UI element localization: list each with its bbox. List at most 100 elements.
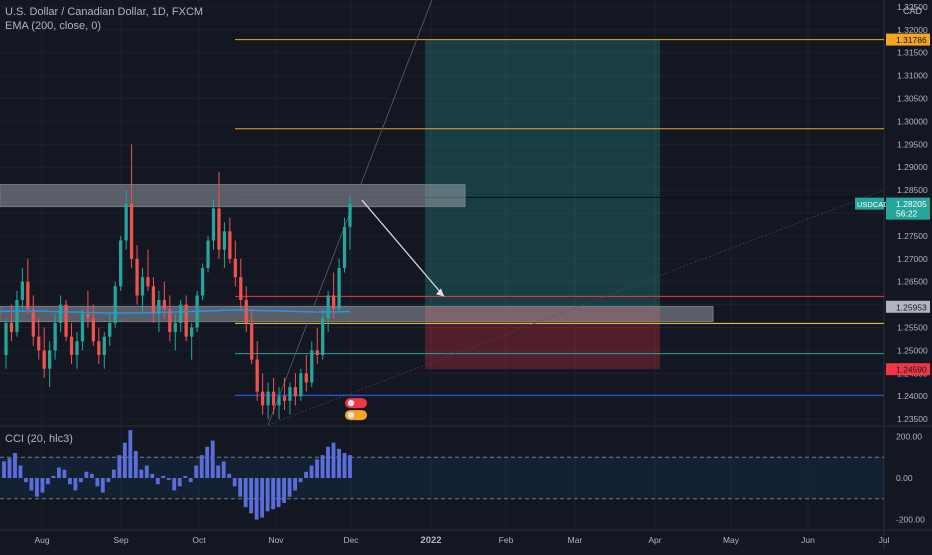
current-price-text: 1.28205	[896, 199, 927, 209]
cci-band-fill	[0, 457, 884, 499]
candle-body	[20, 281, 25, 301]
time-tick-label: Apr	[648, 535, 661, 545]
candle-body	[211, 208, 216, 241]
candle-body	[200, 267, 205, 296]
price-label-box	[886, 33, 930, 46]
price-tick-label: 1.25000	[897, 345, 928, 355]
candle-body	[69, 336, 74, 355]
arrow-head-icon	[436, 288, 444, 297]
candle-body	[304, 373, 308, 383]
event-flag-dot	[347, 399, 355, 407]
price-label-text: 1.25953	[896, 302, 927, 312]
candle-body	[331, 295, 336, 310]
candle-body	[184, 304, 188, 337]
symbol-tag	[855, 197, 884, 210]
candle-body	[42, 350, 46, 369]
axes-layer: 1.32500 1.32000 1.31500 1.31000 1.30500 1.300…	[34, 2, 930, 546]
candle-body	[31, 309, 35, 337]
candle-body	[86, 313, 90, 319]
cci-tick-label: 0.00	[896, 473, 913, 483]
resistance-zone	[0, 184, 466, 208]
candle-body	[97, 341, 101, 355]
ema-200-line	[0, 309, 351, 314]
candle-body	[310, 350, 314, 383]
candle-body	[250, 322, 254, 360]
price-tick-label: 1.32500	[897, 2, 928, 12]
candle-body	[266, 391, 270, 406]
candle-body	[129, 203, 134, 259]
candle-body	[337, 267, 341, 310]
price-tick-label: 1.27000	[897, 254, 928, 264]
candle-body	[119, 240, 123, 287]
countdown-text: 56:22	[896, 209, 918, 219]
candle-body	[222, 231, 227, 250]
cci-tick-label: 200.00	[896, 431, 922, 441]
candle-body	[48, 350, 52, 369]
candle-body	[113, 286, 117, 323]
price-label-text: 1.24590	[896, 365, 927, 375]
time-tick-label: Jun	[801, 535, 815, 545]
candle-body	[348, 203, 352, 227]
candle-body	[173, 322, 177, 333]
candle-body	[233, 258, 237, 278]
candle-body	[255, 359, 259, 392]
candle-body	[315, 350, 319, 355]
candle-body	[326, 295, 330, 319]
candle-body	[75, 341, 79, 355]
candle-body	[108, 322, 112, 337]
price-tick-label: 1.30500	[897, 93, 928, 103]
price-tick-label: 1.29000	[897, 162, 928, 172]
time-tick-label: Jul	[879, 535, 890, 545]
price-tick-label: 1.25500	[897, 323, 928, 333]
price-tick-label: 1.31000	[897, 71, 928, 81]
time-tick-label: May	[723, 535, 740, 545]
price-tick-label: 1.24000	[897, 391, 928, 401]
symbol-title[interactable]: U.S. Dollar / Canadian Dollar, 1D, FXCM	[5, 6, 204, 18]
price-tick-label: 1.27500	[897, 231, 928, 241]
candle-body	[277, 396, 281, 406]
candle-body	[91, 318, 96, 342]
candle-body	[288, 387, 292, 401]
price-tick-label: 1.32000	[897, 25, 928, 35]
candle-body	[102, 336, 106, 355]
candle-body	[168, 309, 172, 333]
time-tick-label: Feb	[499, 535, 514, 545]
current-price-box	[886, 197, 930, 220]
candle-body	[228, 231, 232, 259]
candle-body	[217, 208, 221, 250]
drawings-layer	[0, 0, 885, 426]
candle-body	[9, 322, 14, 333]
candle-body	[282, 396, 287, 401]
time-tick-label: Oct	[192, 535, 206, 545]
candle-body	[53, 322, 57, 351]
candle-body	[206, 240, 210, 268]
candle-body	[271, 391, 276, 406]
candle-body	[151, 286, 156, 314]
candle-body	[179, 304, 183, 323]
candle-body	[190, 327, 194, 337]
candle-body	[239, 277, 243, 301]
candle-body	[124, 203, 128, 241]
cci-pane	[0, 430, 884, 520]
candle-body	[80, 313, 85, 342]
cci-tick-label: -200.00	[896, 515, 925, 525]
candle-body	[342, 226, 347, 268]
ema-indicator-label[interactable]: EMA (200, close, 0)	[5, 20, 101, 32]
position-stop-zone	[425, 306, 660, 370]
candle-body	[135, 258, 139, 296]
price-tick-label: 1.26500	[897, 277, 928, 287]
candle-body	[146, 277, 150, 287]
time-tick-label: Aug	[34, 535, 49, 545]
time-tick-label: Dec	[343, 535, 359, 545]
time-tick-label: Sep	[113, 535, 128, 545]
candle-body	[321, 318, 325, 355]
projection-arrow	[361, 199, 445, 297]
candle-body	[299, 373, 303, 397]
candle-body	[58, 304, 63, 323]
support-zone	[0, 305, 714, 323]
cci-indicator-label[interactable]: CCI (20, hlc3)	[5, 433, 73, 445]
candle-body	[140, 277, 145, 296]
price-label-text: 1.31786	[896, 35, 927, 45]
